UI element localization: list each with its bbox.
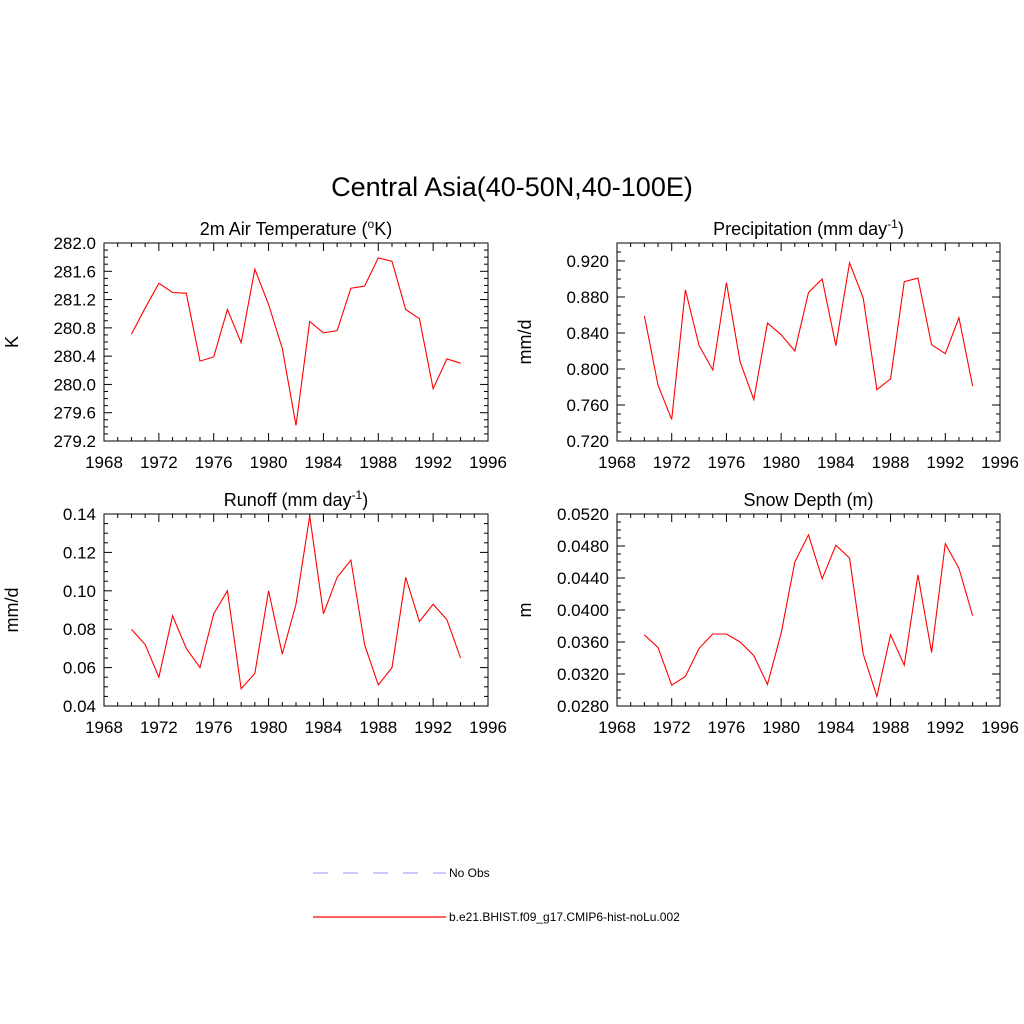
x-tick-label: 1988 [359, 718, 397, 737]
panel-title-main: Snow Depth (m) [743, 490, 873, 510]
series-line [643, 533, 974, 699]
y-tick-label: 0.840 [566, 324, 609, 343]
x-tick-label: 1968 [598, 718, 636, 737]
y-tick-label: 0.0360 [557, 633, 609, 652]
x-tick-label: 1988 [872, 453, 910, 472]
y-tick-label: 0.800 [566, 360, 609, 379]
x-tick-label: 1988 [359, 453, 397, 472]
y-tick-label: 0.760 [566, 396, 609, 415]
x-tick-label: 1996 [981, 718, 1019, 737]
panel-title-sup: -1 [887, 217, 898, 231]
panel-4: Snow Depth (m) m 1968 1972 1976 1980 1984 1988 1… [515, 490, 1019, 737]
panel-title-end: ) [362, 490, 368, 510]
y-tick-label: 0.720 [566, 432, 609, 451]
panel-title: Precipitation (mm day-1) [713, 217, 904, 239]
panel-title-sup: o [368, 217, 375, 231]
y-axis-label: m [515, 603, 535, 618]
y-tick-label: 280.0 [53, 375, 96, 394]
x-tick-label: 1984 [305, 718, 343, 737]
y-tick-label: 0.14 [63, 505, 96, 524]
panel-title: Snow Depth (m) [743, 490, 873, 510]
x-tick-label: 1980 [762, 718, 800, 737]
legend-label-2: b.e21.BHIST.f09_g17.CMIP6-hist-noLu.002 [449, 910, 680, 924]
y-tick-label: 0.0320 [557, 665, 609, 684]
y-tick-label: 280.8 [53, 319, 96, 338]
x-tick-label: 1984 [817, 718, 855, 737]
y-tick-label: 0.0440 [557, 569, 609, 588]
y-tick-label: 0.04 [63, 697, 96, 716]
x-tick-label: 1968 [85, 718, 123, 737]
panel-title-end: ) [898, 219, 904, 239]
y-tick-label: 281.2 [53, 291, 96, 310]
y-tick-label: 281.6 [53, 262, 96, 281]
x-tick-label: 1972 [653, 718, 691, 737]
x-tick-label: 1976 [195, 718, 233, 737]
panel-title-main: Runoff (mm day [224, 490, 352, 510]
x-tick-label: 1992 [926, 453, 964, 472]
panel-3: Runoff (mm day-1) mm/d 1968 1972 1976 1980 198… [2, 488, 507, 737]
x-tick-label: 1992 [414, 718, 452, 737]
y-axis-label: K [2, 336, 22, 348]
panel-title: Runoff (mm day-1) [224, 488, 368, 510]
panel-title-end: K) [374, 219, 392, 239]
x-tick-label: 1980 [250, 718, 288, 737]
series-line [131, 515, 462, 690]
x-tick-label: 1972 [140, 718, 178, 737]
x-tick-label: 1984 [817, 453, 855, 472]
x-tick-label: 1976 [708, 453, 746, 472]
y-tick-label: 280.4 [53, 347, 96, 366]
panel-title-main: Precipitation (mm day [713, 219, 887, 239]
x-tick-label: 1972 [653, 453, 691, 472]
figure-title: Central Asia(40-50N,40-100E) [331, 172, 693, 202]
legend-label-1: No Obs [449, 866, 490, 880]
panel-title-sup: -1 [352, 488, 363, 502]
legend: No Obs b.e21.BHIST.f09_g17.CMIP6-hist-noL… [313, 866, 680, 924]
panels: 2m Air Temperature (oK) K 1968 1972 1976 1980… [2, 217, 1019, 737]
panel-title: 2m Air Temperature (oK) [200, 217, 392, 239]
y-tick-label: 0.0400 [557, 601, 609, 620]
y-tick-label: 0.0280 [557, 697, 609, 716]
x-tick-label: 1980 [250, 453, 288, 472]
x-tick-label: 1968 [598, 453, 636, 472]
y-tick-label: 0.0480 [557, 537, 609, 556]
x-tick-label: 1996 [469, 453, 507, 472]
series-line [130, 257, 461, 426]
plot-frame [616, 242, 1001, 442]
y-tick-label: 0.0520 [557, 505, 609, 524]
x-tick-label: 1984 [305, 453, 343, 472]
x-tick-label: 1988 [872, 718, 910, 737]
x-tick-label: 1968 [85, 453, 123, 472]
y-tick-label: 0.880 [566, 288, 609, 307]
x-tick-label: 1996 [981, 453, 1019, 472]
plot-frame [103, 242, 489, 442]
x-tick-label: 1976 [195, 453, 233, 472]
x-tick-label: 1972 [140, 453, 178, 472]
y-axis-label: mm/d [515, 320, 535, 365]
y-tick-label: 282.0 [53, 234, 96, 253]
y-axis-label: mm/d [2, 588, 22, 633]
panel-1: 2m Air Temperature (oK) K 1968 1972 1976 1980… [2, 217, 507, 472]
plot-frame [103, 513, 489, 707]
y-tick-label: 0.920 [566, 252, 609, 271]
y-tick-label: 0.10 [63, 582, 96, 601]
y-tick-label: 0.08 [63, 620, 96, 639]
x-tick-label: 1980 [762, 453, 800, 472]
series-line [643, 260, 974, 420]
panel-title-main: 2m Air Temperature ( [200, 219, 368, 239]
plot-frame [616, 513, 1001, 707]
x-tick-label: 1996 [469, 718, 507, 737]
y-tick-label: 0.06 [63, 659, 96, 678]
y-tick-label: 279.2 [53, 432, 96, 451]
x-tick-label: 1976 [708, 718, 746, 737]
x-tick-label: 1992 [926, 718, 964, 737]
x-tick-label: 1992 [414, 453, 452, 472]
y-tick-label: 0.12 [63, 543, 96, 562]
panel-2: Precipitation (mm day-1) mm/d 1968 1972 1976… [515, 217, 1019, 472]
y-tick-label: 279.6 [53, 404, 96, 423]
